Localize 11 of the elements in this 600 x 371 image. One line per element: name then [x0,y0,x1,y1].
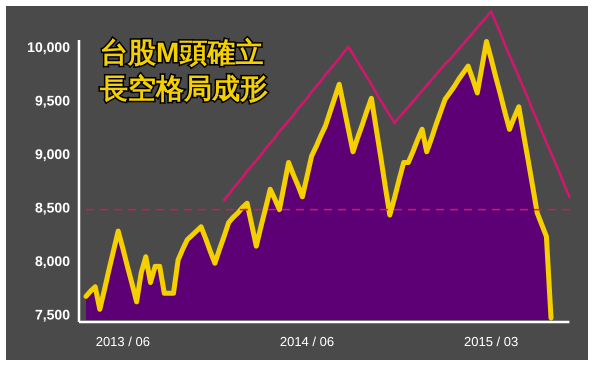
text: 長空格局成形 [99,73,268,104]
text: 台股M頭確立 [100,37,264,68]
x-tick-label: 2013 / 06 [96,334,150,349]
x-tick-label: 2014 / 06 [280,334,334,349]
y-tick-label: 8,000 [34,253,70,270]
y-tick-label: 9,000 [34,146,70,162]
y-tick-label: 7,500 [34,306,70,323]
x-tick-label: 2015 / 03 [464,334,518,349]
y-tick-label: 9,500 [34,92,70,108]
y-tick-label: 8,500 [34,200,70,216]
y-tick-label: 10,000 [27,38,70,55]
